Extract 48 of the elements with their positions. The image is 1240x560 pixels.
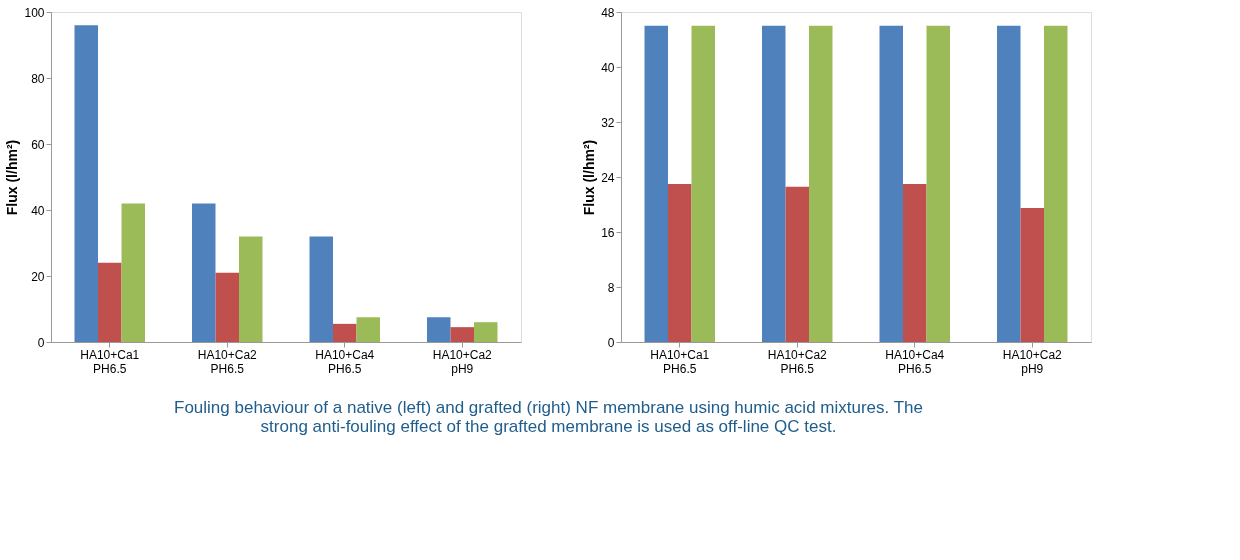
bar <box>879 25 903 342</box>
text: Fouling behaviour of a native (left) and grafted (right) NF membrane using humic acid mixtures. The strong anti-fouling effect of the grafted membrane is used as off-line QC test. <box>174 397 923 436</box>
y-tick-label: 24 <box>601 170 615 185</box>
y-tick-label: 60 <box>31 137 45 152</box>
bar <box>192 203 216 342</box>
bar <box>926 25 950 342</box>
bar <box>762 25 786 342</box>
y-tick-label: 0 <box>37 335 45 350</box>
bar <box>1044 25 1068 342</box>
bar <box>427 317 451 342</box>
bar <box>785 186 809 342</box>
bar <box>668 183 692 342</box>
bar <box>215 272 239 342</box>
y-tick-label: 8 <box>607 280 615 295</box>
bar <box>809 25 833 342</box>
x-tick-label: HA10+Ca4 PH6.5 <box>315 347 375 376</box>
bar <box>903 183 927 342</box>
bar <box>309 236 333 342</box>
bar <box>644 25 668 342</box>
bar <box>691 25 715 342</box>
y-tick-label: 32 <box>601 115 615 130</box>
x-tick-label: HA10+Ca1 PH6.5 <box>650 347 710 376</box>
y-axis-title: Flux (l/hm²) <box>4 139 21 216</box>
x-tick-label: HA10+Ca1 PH6.5 <box>80 347 140 376</box>
x-tick-label: HA10+Ca2 pH9 <box>1002 347 1063 376</box>
bar <box>333 323 357 342</box>
bar <box>98 262 122 342</box>
bar <box>121 203 145 342</box>
x-tick-label: HA10+Ca2 pH9 <box>432 347 493 376</box>
y-tick-label: 48 <box>601 5 615 20</box>
bar <box>1020 207 1044 342</box>
bar <box>74 25 98 342</box>
y-tick-label: 40 <box>601 60 615 75</box>
y-tick-label: 16 <box>601 225 615 240</box>
y-tick-label: 20 <box>31 269 45 284</box>
y-tick-label: 100 <box>24 5 45 20</box>
y-tick-label: 80 <box>31 71 45 86</box>
bar <box>997 25 1021 342</box>
x-tick-label: HA10+Ca4 PH6.5 <box>885 347 945 376</box>
y-tick-label: 40 <box>31 203 45 218</box>
bar <box>474 322 498 342</box>
y-tick-label: 0 <box>607 335 615 350</box>
bar <box>239 236 263 342</box>
x-tick-label: HA10+Ca2 PH6.5 <box>197 347 258 376</box>
bar <box>450 327 474 342</box>
x-tick-label: HA10+Ca2 PH6.5 <box>767 347 828 376</box>
y-axis-title: Flux (l/hm²) <box>581 139 598 216</box>
bar <box>356 317 380 342</box>
